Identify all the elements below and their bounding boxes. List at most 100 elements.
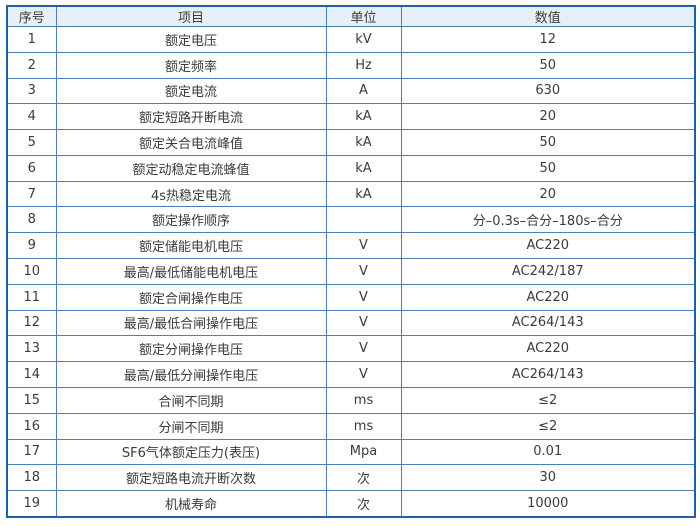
cell-item: 额定分闸操作电压 xyxy=(55,335,327,363)
col-header-no: 序号 xyxy=(6,5,57,27)
cell-item: 最高/最低合闸操作电压 xyxy=(55,309,327,337)
cell-item: 额定短路开断电流 xyxy=(55,103,327,131)
col-header-item: 项目 xyxy=(55,5,327,27)
cell-item: 合闸不同期 xyxy=(55,386,327,414)
cell-value: 0.01 xyxy=(400,438,696,466)
cell-item: 机械寿命 xyxy=(55,490,327,518)
table-row: 17 SF6气体额定压力(表压) Mpa 0.01 xyxy=(6,438,696,466)
table-row: 15 合闸不同期 ms ≤2 xyxy=(6,386,696,414)
cell-unit xyxy=(325,206,402,234)
cell-value: ≤2 xyxy=(400,412,696,440)
cell-value: AC220 xyxy=(400,232,696,260)
cell-value: 30 xyxy=(400,464,696,492)
cell-unit: V xyxy=(325,309,402,337)
table-row: 11 额定合闸操作电压 V AC220 xyxy=(6,283,696,311)
cell-item: 额定电流 xyxy=(55,77,327,105)
cell-no: 13 xyxy=(6,335,57,363)
cell-unit: V xyxy=(325,283,402,311)
table-row: 18 额定短路电流开断次数 次 30 xyxy=(6,464,696,492)
table-row: 1 额定电压 kV 12 xyxy=(6,26,696,53)
table-row: 12 最高/最低合闸操作电压 V AC264/143 xyxy=(6,309,696,337)
cell-item: 额定动稳定电流蜂值 xyxy=(55,154,327,182)
table-row: 6 额定动稳定电流蜂值 kA 50 xyxy=(6,154,696,182)
cell-unit: V xyxy=(325,258,402,285)
spec-table: 序号 项目 单位 数值 1 额定电压 kV 12 2 额定频率 Hz 50 3 … xyxy=(6,5,696,518)
table-row: 8 额定操作顺序 分–0.3s–合分–180s–合分 xyxy=(6,206,696,234)
table-row: 5 额定关合电流峰值 kA 50 xyxy=(6,129,696,156)
cell-item: 额定关合电流峰值 xyxy=(55,129,327,156)
cell-no: 15 xyxy=(6,386,57,414)
cell-value: AC264/143 xyxy=(400,361,696,388)
cell-item: 最高/最低分闸操作电压 xyxy=(55,361,327,388)
cell-no: 18 xyxy=(6,464,57,492)
cell-value: 50 xyxy=(400,154,696,182)
table-row: 7 4s热稳定电流 kA 20 xyxy=(6,180,696,208)
cell-value: 10000 xyxy=(400,490,696,518)
table-row: 10 最高/最低储能电机电压 V AC242/187 xyxy=(6,258,696,285)
cell-unit: A xyxy=(325,77,402,105)
cell-no: 2 xyxy=(6,51,57,79)
cell-unit: kA xyxy=(325,129,402,156)
cell-no: 12 xyxy=(6,309,57,337)
cell-value: 20 xyxy=(400,103,696,131)
cell-unit: kA xyxy=(325,103,402,131)
cell-unit: 次 xyxy=(325,490,402,518)
cell-unit: Hz xyxy=(325,51,402,79)
cell-no: 17 xyxy=(6,438,57,466)
table-row: 14 最高/最低分闸操作电压 V AC264/143 xyxy=(6,361,696,388)
cell-item: 额定频率 xyxy=(55,51,327,79)
cell-no: 4 xyxy=(6,103,57,131)
cell-unit: V xyxy=(325,232,402,260)
cell-unit: V xyxy=(325,361,402,388)
cell-item: 额定短路电流开断次数 xyxy=(55,464,327,492)
cell-no: 16 xyxy=(6,412,57,440)
cell-item: 4s热稳定电流 xyxy=(55,180,327,208)
cell-no: 14 xyxy=(6,361,57,388)
cell-unit: V xyxy=(325,335,402,363)
cell-value: ≤2 xyxy=(400,386,696,414)
cell-unit: ms xyxy=(325,386,402,414)
cell-unit: kV xyxy=(325,26,402,53)
cell-no: 8 xyxy=(6,206,57,234)
col-header-unit: 单位 xyxy=(325,5,402,27)
table-row: 16 分闸不同期 ms ≤2 xyxy=(6,412,696,440)
cell-unit: kA xyxy=(325,154,402,182)
cell-no: 6 xyxy=(6,154,57,182)
cell-item: 额定合闸操作电压 xyxy=(55,283,327,311)
cell-unit: kA xyxy=(325,180,402,208)
cell-value: AC242/187 xyxy=(400,258,696,285)
header-row: 序号 项目 单位 数值 xyxy=(6,5,696,27)
col-header-value: 数值 xyxy=(400,5,696,27)
cell-item: 额定操作顺序 xyxy=(55,206,327,234)
table-row: 13 额定分闸操作电压 V AC220 xyxy=(6,335,696,363)
cell-no: 10 xyxy=(6,258,57,285)
cell-unit: ms xyxy=(325,412,402,440)
cell-value: AC220 xyxy=(400,283,696,311)
cell-unit: Mpa xyxy=(325,438,402,466)
cell-value: 分–0.3s–合分–180s–合分 xyxy=(400,206,696,234)
cell-unit: 次 xyxy=(325,464,402,492)
cell-value: 20 xyxy=(400,180,696,208)
cell-value: 50 xyxy=(400,51,696,79)
cell-item: 最高/最低储能电机电压 xyxy=(55,258,327,285)
cell-value: 12 xyxy=(400,26,696,53)
cell-value: 630 xyxy=(400,77,696,105)
cell-value: AC264/143 xyxy=(400,309,696,337)
cell-item: 额定电压 xyxy=(55,26,327,53)
cell-value: AC220 xyxy=(400,335,696,363)
cell-value: 50 xyxy=(400,129,696,156)
table-row: 2 额定频率 Hz 50 xyxy=(6,51,696,79)
cell-no: 7 xyxy=(6,180,57,208)
cell-no: 5 xyxy=(6,129,57,156)
cell-no: 1 xyxy=(6,26,57,53)
table-body: 1 额定电压 kV 12 2 额定频率 Hz 50 3 额定电流 A 630 4… xyxy=(6,26,696,518)
cell-no: 19 xyxy=(6,490,57,518)
cell-no: 3 xyxy=(6,77,57,105)
table-row: 19 机械寿命 次 10000 xyxy=(6,490,696,518)
cell-no: 11 xyxy=(6,283,57,311)
table-row: 4 额定短路开断电流 kA 20 xyxy=(6,103,696,131)
table-row: 3 额定电流 A 630 xyxy=(6,77,696,105)
cell-no: 9 xyxy=(6,232,57,260)
cell-item: SF6气体额定压力(表压) xyxy=(55,438,327,466)
